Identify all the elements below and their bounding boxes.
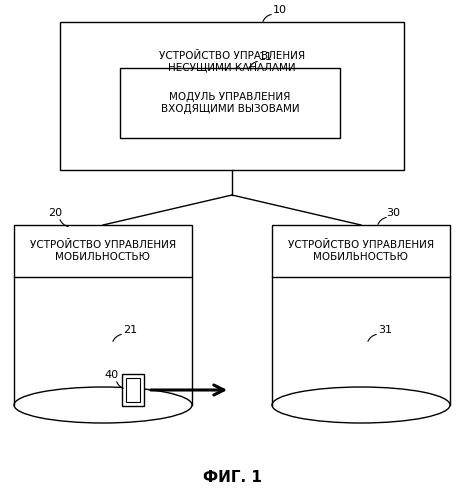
FancyArrowPatch shape bbox=[60, 220, 68, 226]
Text: 11: 11 bbox=[258, 52, 272, 62]
Text: 31: 31 bbox=[377, 325, 391, 335]
Text: 40: 40 bbox=[105, 370, 119, 380]
FancyArrowPatch shape bbox=[248, 62, 257, 68]
Text: 10: 10 bbox=[272, 5, 287, 15]
Text: ФИГ. 1: ФИГ. 1 bbox=[202, 470, 261, 486]
Bar bbox=[122, 374, 144, 406]
Text: 20: 20 bbox=[48, 208, 62, 218]
Text: МОДУЛЬ УПРАВЛЕНИЯ
ВХОДЯЩИМИ ВЫЗОВАМИ: МОДУЛЬ УПРАВЛЕНИЯ ВХОДЯЩИМИ ВЫЗОВАМИ bbox=[160, 92, 299, 114]
Bar bbox=[60, 22, 403, 170]
Bar bbox=[120, 68, 339, 138]
Text: УСТРОЙСТВО УПРАВЛЕНИЯ
МОБИЛЬНОСТЬЮ: УСТРОЙСТВО УПРАВЛЕНИЯ МОБИЛЬНОСТЬЮ bbox=[288, 240, 433, 262]
Text: УСТРОЙСТВО УПРАВЛЕНИЯ
МОБИЛЬНОСТЬЮ: УСТРОЙСТВО УПРАВЛЕНИЯ МОБИЛЬНОСТЬЮ bbox=[30, 240, 175, 262]
Bar bbox=[14, 225, 192, 277]
Bar bbox=[271, 225, 449, 277]
Bar bbox=[126, 378, 140, 402]
FancyArrowPatch shape bbox=[377, 218, 385, 224]
Text: 21: 21 bbox=[123, 325, 137, 335]
Text: УСТРОЙСТВО УПРАВЛЕНИЯ
НЕСУЩИМИ КАНАЛАМИ: УСТРОЙСТВО УПРАВЛЕНИЯ НЕСУЩИМИ КАНАЛАМИ bbox=[159, 51, 304, 73]
FancyArrowPatch shape bbox=[367, 334, 375, 342]
FancyArrowPatch shape bbox=[117, 382, 123, 388]
FancyArrowPatch shape bbox=[263, 14, 271, 21]
Text: 30: 30 bbox=[385, 208, 399, 218]
FancyArrowPatch shape bbox=[113, 334, 121, 342]
